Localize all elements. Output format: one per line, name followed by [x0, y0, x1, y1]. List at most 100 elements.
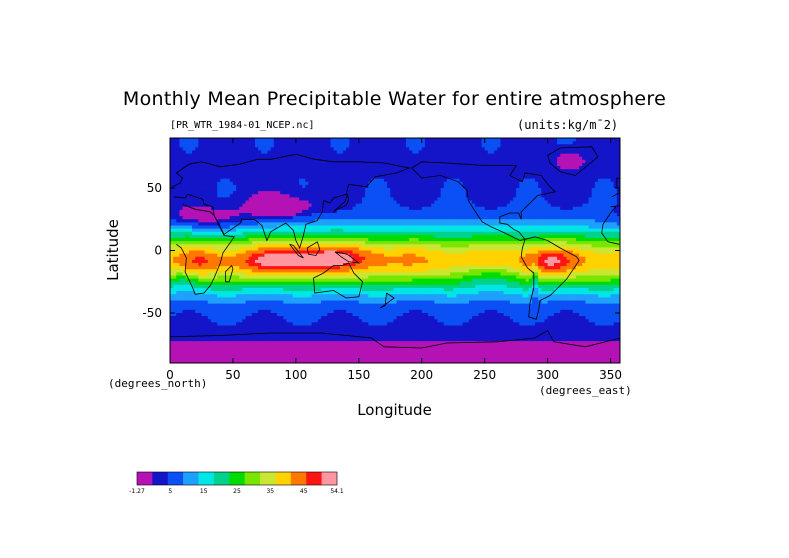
field-cell [440, 150, 445, 155]
field-cell [406, 141, 410, 145]
field-cell [437, 197, 442, 202]
field-cell [201, 172, 206, 177]
field-cell [314, 228, 319, 233]
field-cell [217, 228, 221, 233]
field-cell [440, 153, 445, 158]
field-cell [481, 194, 486, 198]
field-cell [283, 241, 288, 245]
field-cell [459, 219, 464, 223]
field-cell [453, 213, 457, 217]
field-cell [393, 166, 398, 170]
field-cell [535, 231, 539, 236]
field-cell [383, 225, 388, 230]
field-cell [588, 222, 593, 227]
field-cell [352, 225, 357, 230]
field-cell [393, 234, 398, 239]
field-cell [616, 238, 620, 242]
field-cell [509, 206, 514, 211]
field-cell [226, 216, 231, 220]
field-cell [276, 144, 281, 148]
field-cell [377, 169, 382, 173]
field-cell [380, 219, 385, 223]
field-cell [198, 197, 203, 202]
field-cell [374, 200, 379, 205]
field-cell [330, 228, 335, 233]
field-cell [494, 241, 498, 245]
field-cell [418, 169, 423, 173]
field-cell [406, 197, 410, 202]
field-cell [547, 184, 552, 189]
field-cell [572, 238, 577, 242]
field-cell [513, 234, 517, 239]
field-cell [525, 200, 530, 205]
field-cell [557, 219, 561, 223]
field-cell [207, 178, 212, 183]
field-cell [195, 138, 199, 142]
field-cell [601, 163, 605, 167]
field-cell [516, 172, 520, 177]
field-cell [358, 141, 363, 145]
field-cell [188, 153, 193, 158]
field-cell [550, 172, 555, 177]
field-cell [352, 166, 357, 170]
field-cell [223, 169, 228, 173]
field-cell [597, 191, 602, 195]
field-cell [513, 175, 517, 180]
field-cell [613, 166, 618, 170]
field-cell [185, 181, 190, 186]
field-cell [456, 225, 461, 230]
field-cell [280, 244, 284, 248]
field-cell [528, 141, 533, 145]
field-cell [594, 184, 599, 189]
field-cell [525, 209, 530, 214]
field-cell [324, 184, 328, 189]
field-cell [377, 178, 382, 183]
field-cell [295, 206, 300, 211]
field-cell [613, 147, 618, 152]
field-cell [616, 159, 620, 164]
field-cell [346, 141, 350, 145]
field-cell [380, 172, 385, 177]
field-cell [503, 153, 508, 158]
field-cell [509, 200, 514, 205]
field-cell [528, 206, 533, 211]
field-cell [399, 184, 404, 189]
field-cell [487, 163, 492, 167]
field-cell [613, 231, 618, 236]
field-cell [311, 238, 316, 242]
field-cell [270, 169, 275, 173]
field-cell [261, 156, 266, 161]
field-cell [406, 147, 410, 152]
field-cell [579, 188, 583, 192]
field-cell [390, 219, 395, 223]
field-cell [185, 159, 190, 164]
field-cell [267, 169, 272, 173]
field-cell [254, 178, 259, 183]
field-cell [368, 228, 372, 233]
field-cell [330, 209, 335, 214]
field-cell [380, 200, 385, 205]
field-cell [242, 172, 247, 177]
field-cell [406, 163, 410, 167]
field-cell [550, 184, 555, 189]
field-cell [409, 147, 413, 152]
field-cell [311, 209, 316, 214]
field-cell [613, 206, 618, 211]
field-cell [387, 169, 391, 173]
field-cell [330, 172, 335, 177]
field-cell [544, 188, 549, 192]
field-cell [226, 141, 231, 145]
field-cell [188, 188, 193, 192]
field-cell [223, 163, 228, 167]
field-cell [428, 150, 432, 155]
field-cell [380, 156, 385, 161]
field-cell [264, 172, 269, 177]
field-cell [368, 203, 372, 208]
field-cell [494, 244, 498, 248]
field-cell [424, 241, 429, 245]
field-cell [361, 216, 366, 220]
field-cell [575, 225, 580, 230]
field-cell [481, 175, 486, 180]
field-cell [456, 203, 461, 208]
field-cell [503, 209, 508, 214]
